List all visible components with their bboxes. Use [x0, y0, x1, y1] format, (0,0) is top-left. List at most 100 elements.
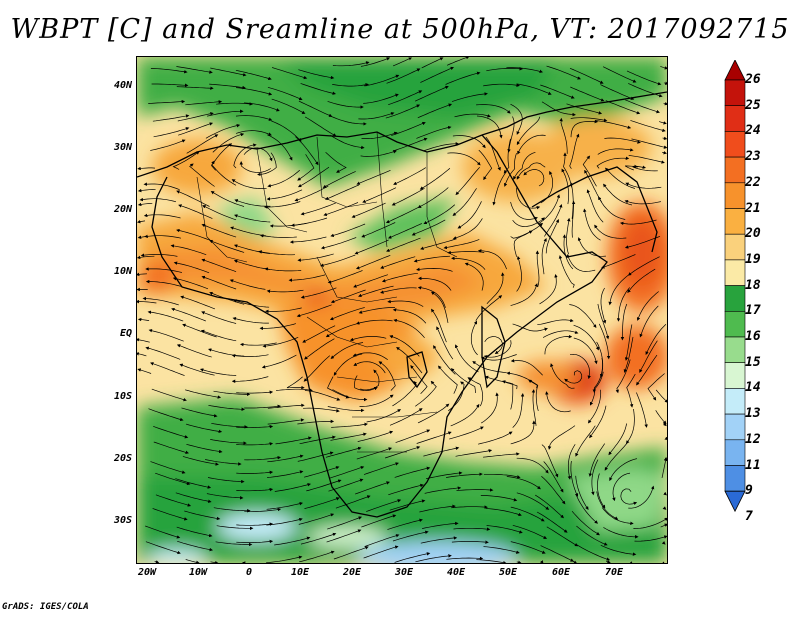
- streamline: [137, 219, 146, 224]
- streamline: [210, 67, 247, 77]
- colorbar-label: 22: [745, 174, 761, 190]
- streamline: [236, 470, 274, 475]
- streamline: [387, 518, 423, 530]
- colorbar-cell: [724, 413, 746, 441]
- streamline: [395, 429, 431, 443]
- streamline: [392, 530, 429, 542]
- streamline: [455, 449, 493, 457]
- colorbar-label: 20: [745, 226, 761, 242]
- streamline: [362, 187, 397, 203]
- streamline: [626, 70, 662, 86]
- streamline: [333, 546, 369, 560]
- streamline: [545, 219, 559, 254]
- streamline: [663, 81, 667, 85]
- streamline: [175, 478, 212, 489]
- lat-label-20s: 20S: [113, 453, 132, 464]
- streamline: [446, 556, 484, 561]
- streamline: [448, 381, 465, 412]
- streamline: [597, 473, 606, 509]
- streamline: [416, 125, 452, 139]
- streamline: [510, 283, 538, 306]
- streamline: [186, 134, 219, 154]
- streamline: [266, 189, 303, 201]
- streamline: [417, 276, 452, 291]
- colorbar-cell: [724, 233, 746, 261]
- streamline: [360, 150, 397, 157]
- streamline: [536, 511, 568, 533]
- streamline: [209, 239, 245, 253]
- streamline: [516, 83, 552, 95]
- streamline: [480, 495, 518, 502]
- colorbar-label: 7: [745, 508, 753, 524]
- streamline: [182, 323, 217, 338]
- lon-label-0: 0: [245, 567, 253, 578]
- streamline: [137, 368, 152, 374]
- streamline: [150, 362, 185, 376]
- streamline: [335, 495, 371, 509]
- streamline: [208, 348, 245, 357]
- streamline: [631, 138, 667, 149]
- streamline: [200, 329, 237, 342]
- streamline: [364, 534, 400, 547]
- streamline: [420, 536, 458, 544]
- streamline: [177, 540, 214, 552]
- streamline: [137, 188, 156, 193]
- streamline: [547, 425, 576, 450]
- streamline: [363, 462, 399, 475]
- streamline: [600, 287, 607, 324]
- streamline: [660, 66, 667, 70]
- streamline: [616, 287, 630, 322]
- streamline: [626, 408, 635, 445]
- streamline: [416, 267, 453, 272]
- streamline: [513, 151, 536, 180]
- streamline: [363, 545, 399, 559]
- streamline: [420, 66, 455, 83]
- lon-label-60e: 60E: [551, 567, 571, 578]
- streamline: [265, 555, 303, 563]
- streamline: [483, 83, 520, 87]
- streamline: [566, 217, 571, 255]
- streamline: [139, 197, 177, 203]
- streamline: [151, 388, 187, 402]
- streamline: [417, 286, 446, 308]
- streamline: [363, 93, 399, 104]
- streamline: [306, 479, 342, 492]
- streamline: [232, 317, 269, 324]
- streamline: [231, 376, 269, 384]
- streamline: [603, 527, 639, 539]
- streamline: [381, 272, 418, 283]
- streamline: [349, 336, 387, 342]
- colorbar-label: 15: [745, 354, 761, 370]
- streamline: [575, 494, 599, 524]
- streamline: [457, 201, 482, 229]
- streamline: [658, 121, 667, 125]
- lon-label-20e: 20E: [342, 567, 362, 578]
- streamline: [331, 422, 368, 428]
- streamline: [361, 222, 396, 238]
- streamline: [449, 426, 484, 440]
- streamline: [538, 194, 561, 224]
- streamline: [201, 223, 237, 238]
- streamline: [453, 527, 491, 531]
- streamline: [354, 239, 389, 255]
- streamline: [354, 375, 378, 391]
- streamline: [297, 419, 335, 425]
- streamline: [265, 307, 302, 314]
- streamline: [543, 461, 564, 493]
- streamline: [244, 455, 282, 461]
- streamline: [446, 472, 483, 478]
- streamline: [600, 84, 635, 100]
- streamline: [386, 68, 421, 84]
- streamline: [266, 517, 303, 526]
- streamline: [417, 103, 453, 119]
- streamline: [604, 441, 629, 471]
- streamline: [517, 134, 546, 155]
- streamline: [624, 199, 661, 205]
- colorbar-cell: [724, 259, 746, 286]
- streamline: [632, 164, 658, 172]
- streamline: [572, 560, 578, 563]
- streamline: [454, 113, 491, 118]
- streamline: [236, 442, 274, 446]
- map-title: WBPT [C] and Sreamline at 500hPa, VT: 20…: [10, 14, 790, 45]
- streamline: [419, 504, 456, 513]
